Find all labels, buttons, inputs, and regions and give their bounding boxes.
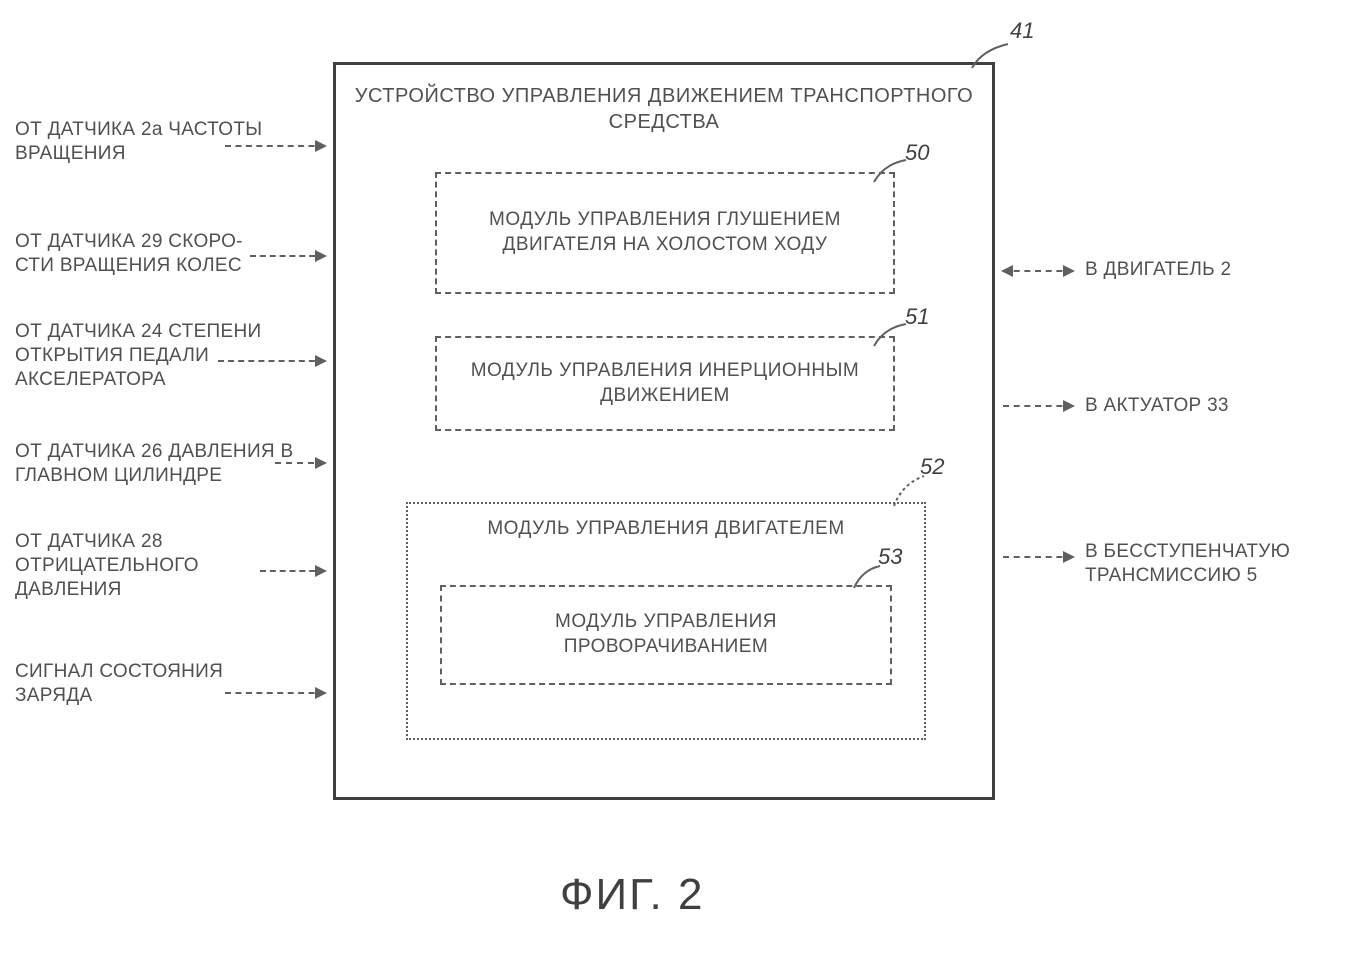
- leader-52: [892, 474, 926, 508]
- arrow-in-5: [260, 570, 325, 572]
- leader-53: [852, 564, 882, 590]
- module-50-label: МОДУЛЬ УПРАВЛЕНИЯ ГЛУШЕНИЕМ ДВИГАТЕЛЯ НА…: [451, 208, 879, 257]
- input-label-2: ОТ ДАТЧИКА 29 СКОРО- СТИ ВРАЩЕНИЯ КОЛЕС: [15, 230, 275, 278]
- module-50: МОДУЛЬ УПРАВЛЕНИЯ ГЛУШЕНИЕМ ДВИГАТЕЛЯ НА…: [435, 172, 895, 294]
- output-label-3: В БЕССТУПЕНЧАТУЮ ТРАНСМИССИЮ 5: [1085, 540, 1335, 588]
- input-label-4: ОТ ДАТЧИКА 26 ДАВЛЕНИЯ В ГЛАВНОМ ЦИЛИНДР…: [15, 440, 295, 488]
- arrow-in-6: [225, 692, 325, 694]
- figure-caption: ФИГ. 2: [560, 870, 704, 920]
- module-53: МОДУЛЬ УПРАВЛЕНИЯ ПРОВОРАЧИВАНИЕМ: [440, 585, 892, 685]
- arrow-in-4: [275, 462, 325, 464]
- ref-50: 50: [905, 140, 929, 166]
- arrow-out-1: [1003, 270, 1073, 272]
- input-label-3: ОТ ДАТЧИКА 24 СТЕПЕНИ ОТКРЫТИЯ ПЕДАЛИ АК…: [15, 320, 275, 391]
- arrow-out-2: [1003, 405, 1073, 407]
- leader-51: [872, 322, 908, 348]
- module-51-label: МОДУЛЬ УПРАВЛЕНИЯ ИНЕРЦИОННЫМ ДВИЖЕНИЕМ: [451, 359, 879, 408]
- main-box-title: УСТРОЙСТВО УПРАВЛЕНИЯ ДВИЖЕНИЕМ ТРАНСПОР…: [336, 83, 992, 135]
- ref-51: 51: [905, 304, 929, 330]
- input-label-5: ОТ ДАТЧИКА 28 ОТРИЦАТЕЛЬНОГО ДАВЛЕНИЯ: [15, 530, 275, 601]
- module-52-label: МОДУЛЬ УПРАВЛЕНИЯ ДВИГАТЕЛЕМ: [428, 518, 904, 540]
- arrow-out-3: [1003, 556, 1073, 558]
- arrow-in-2: [250, 255, 325, 257]
- input-label-6: СИГНАЛ СОСТОЯНИЯ ЗАРЯДА: [15, 660, 275, 708]
- ref-41: 41: [1010, 18, 1034, 44]
- block-diagram: ОТ ДАТЧИКА 2а ЧАСТОТЫ ВРАЩЕНИЯ ОТ ДАТЧИК…: [0, 0, 1351, 975]
- module-53-label: МОДУЛЬ УПРАВЛЕНИЯ ПРОВОРАЧИВАНИЕМ: [456, 610, 876, 659]
- input-label-1: ОТ ДАТЧИКА 2а ЧАСТОТЫ ВРАЩЕНИЯ: [15, 118, 265, 166]
- output-label-1: В ДВИГАТЕЛЬ 2: [1085, 258, 1335, 282]
- output-label-2: В АКТУАТОР 33: [1085, 394, 1335, 418]
- arrow-in-1: [225, 145, 325, 147]
- leader-41: [970, 42, 1010, 70]
- leader-50: [872, 158, 908, 184]
- arrow-in-3: [218, 360, 325, 362]
- module-51: МОДУЛЬ УПРАВЛЕНИЯ ИНЕРЦИОННЫМ ДВИЖЕНИЕМ: [435, 336, 895, 431]
